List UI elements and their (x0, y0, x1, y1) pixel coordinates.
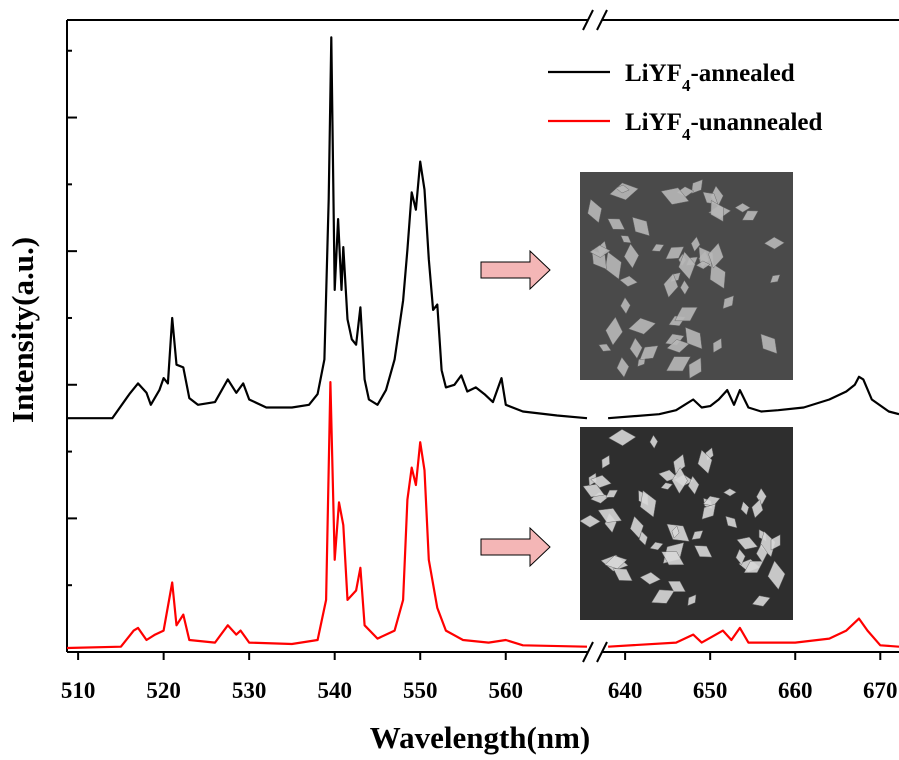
x-tick-label: 550 (403, 678, 438, 703)
x-tick-label: 520 (146, 678, 181, 703)
x-tick-label: 640 (608, 678, 643, 703)
x-tick-label: 510 (61, 678, 96, 703)
legend-label: LiYF4-unannealed (625, 109, 823, 144)
arrow (481, 528, 550, 566)
legend-label: LiYF4-annealed (625, 60, 795, 95)
y-axis-label: Intensity(a.u.) (5, 237, 40, 423)
x-tick-label: 560 (489, 678, 524, 703)
x-axis-label: Wavelength(nm) (370, 720, 590, 755)
x-tick-label: 540 (317, 678, 352, 703)
x-tick-label: 660 (778, 678, 813, 703)
x-tick-label: 530 (232, 678, 267, 703)
insets (481, 172, 793, 620)
x-tick-label: 650 (693, 678, 728, 703)
x-tick-label: 670 (863, 678, 898, 703)
chart: Wavelength(nm) Intensity(a.u.) 510 520 530… (0, 0, 899, 760)
arrow (481, 251, 550, 289)
